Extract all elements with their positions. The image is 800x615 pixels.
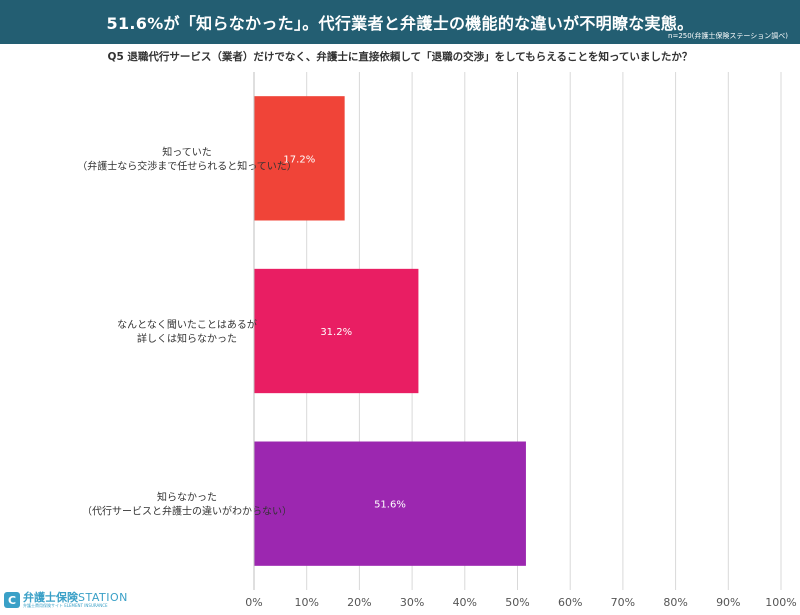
- header-bar: 51.6%が「知らなかった」。代行業者と弁護士の機能的な違いが不明瞭な実態。 n…: [0, 0, 800, 44]
- x-tick-label: 60%: [558, 596, 582, 609]
- logo-icon: C: [4, 592, 20, 608]
- bar: [254, 96, 345, 221]
- x-tick-label: 0%: [245, 596, 262, 609]
- category-label: （弁護士なら交渉まで任せられると知っていた）: [77, 159, 297, 172]
- sample-size-note: n=250(弁護士保険ステーション調べ): [668, 32, 788, 40]
- logo-tagline: 弁護士費用保険サイト ELEMENT INSURANCE: [23, 603, 108, 608]
- x-tick-label: 20%: [347, 596, 371, 609]
- category-label: （代行サービスと弁護士の違いがわからない）: [82, 505, 292, 518]
- x-tick-label: 30%: [400, 596, 424, 609]
- data-label: 17.2%: [283, 154, 315, 165]
- category-label: 詳しくは知らなかった: [137, 332, 237, 345]
- logo-name: 弁護士保険STATION: [23, 591, 128, 604]
- bar: [254, 268, 419, 394]
- x-tick-label: 70%: [611, 596, 635, 609]
- category-label: 知らなかった: [157, 491, 217, 504]
- data-label: 51.6%: [374, 500, 406, 511]
- x-tick-label: 10%: [294, 596, 318, 609]
- category-label: なんとなく聞いたことはあるが: [117, 318, 257, 331]
- bar: [254, 441, 526, 566]
- x-tick-label: 50%: [505, 596, 529, 609]
- x-tick-label: 80%: [663, 596, 687, 609]
- site-logo: C 弁護士保険STATION 弁護士費用保険サイト ELEMENT INSURA…: [4, 592, 128, 608]
- data-label: 31.2%: [320, 327, 352, 338]
- category-label: 知っていた: [162, 145, 212, 158]
- chart-title: 51.6%が「知らなかった」。代行業者と弁護士の機能的な違いが不明瞭な実態。: [106, 14, 694, 33]
- question-text: Q5 退職代行サービス（業者）だけでなく、弁護士に直接依頼して「退職の交渉」をし…: [107, 51, 693, 63]
- x-tick-label: 90%: [716, 596, 740, 609]
- x-tick-label: 40%: [453, 596, 477, 609]
- x-tick-label: 100%: [765, 596, 796, 609]
